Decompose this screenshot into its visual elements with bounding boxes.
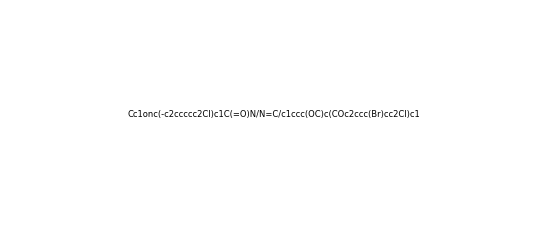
Text: Cc1onc(-c2ccccc2Cl)c1C(=O)N/N=C/c1ccc(OC)c(COc2ccc(Br)cc2Cl)c1: Cc1onc(-c2ccccc2Cl)c1C(=O)N/N=C/c1ccc(OC… bbox=[127, 109, 420, 118]
